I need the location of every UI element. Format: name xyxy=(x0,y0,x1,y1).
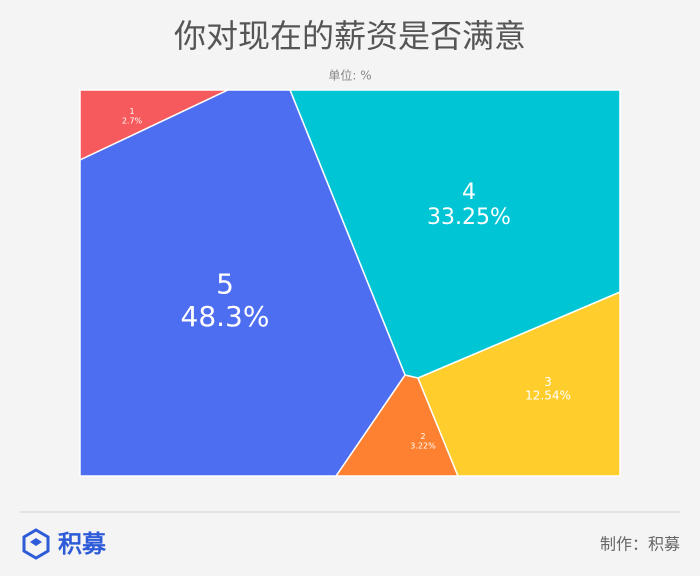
value-label: 12.54% xyxy=(525,389,571,403)
chart-title: 你对现在的薪资是否满意 xyxy=(174,17,526,55)
plot-area: 12.7% 23.22% 312.54% 433.25% 548.3% xyxy=(79,89,621,477)
cell-label: 1 xyxy=(129,107,134,116)
value-label: 33.25% xyxy=(427,205,511,230)
chart-subtitle: 单位: % xyxy=(328,68,371,83)
value-label: 2.7% xyxy=(122,116,143,125)
cell-label: 5 xyxy=(216,268,234,301)
cell-label: 2 xyxy=(420,432,425,441)
footer-credit: 制作：积募 xyxy=(600,535,680,554)
cell-label: 3 xyxy=(544,375,552,389)
value-label: 3.22% xyxy=(410,441,436,450)
cell xyxy=(79,89,406,477)
logo-icon xyxy=(22,528,50,560)
logo-text: 积募 xyxy=(58,530,107,558)
cell-label: 4 xyxy=(462,180,476,205)
value-label: 48.3% xyxy=(181,300,270,333)
